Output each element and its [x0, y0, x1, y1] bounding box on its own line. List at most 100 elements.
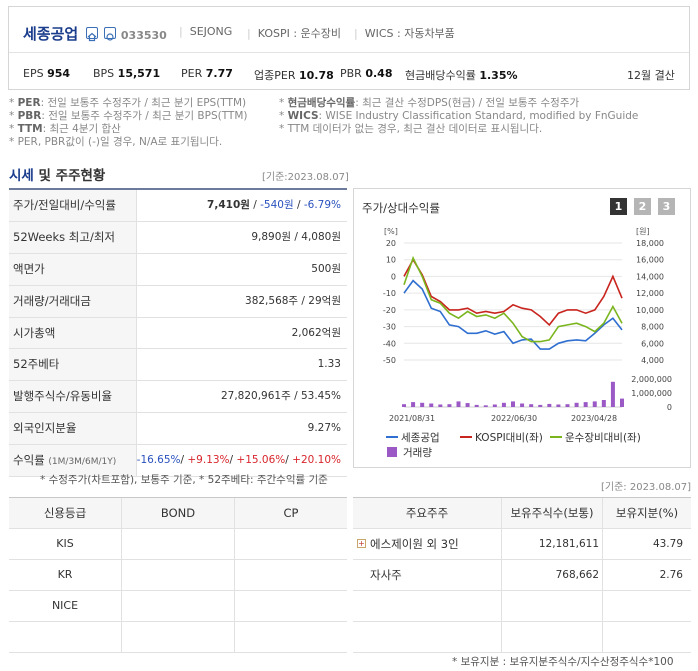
y-right-tick: 14,000 — [636, 272, 664, 281]
y-left-tick: -30 — [383, 323, 396, 332]
price-value: 7,410원 — [207, 199, 250, 211]
wics-sector: | WICS : 자동차부품 — [354, 27, 455, 40]
market-footnote: * 수정주가(차트포함), 보통주 기준, * 52주베타: 주간수익률 기준 — [40, 474, 328, 486]
market-label: 시가총액 — [9, 317, 137, 349]
cell-divider — [234, 529, 235, 559]
market-row-price: 주가/전일대비/수익률 7,410원 / -540원 / -6.79% — [9, 190, 347, 222]
holder-pct: 2.76 — [659, 569, 683, 581]
price-change-pct: -6.79% — [303, 199, 341, 211]
market-label: 주가/전일대비/수익률 — [9, 190, 137, 221]
cell-divider — [501, 560, 502, 590]
series-line — [403, 255, 623, 343]
kospi-sector-text: KOSPI : 운수장비 — [257, 27, 342, 40]
volume-bar — [592, 401, 597, 407]
volume-bar — [420, 402, 425, 407]
kospi-sector: | KOSPI : 운수장비 — [247, 27, 342, 40]
return-3m: +9.13% — [187, 454, 230, 467]
holders-footnote: * 보유지분 : 보유지분주식수/지수산정주식수*100 — [452, 656, 674, 668]
notes-right: * 현금배당수익률: 최근 결산 수정DPS(현금) / 전일 보통주 수정주가… — [279, 97, 638, 136]
section-title-b: 및 주주현황 — [33, 168, 106, 184]
stat-eps: EPS 954 — [23, 67, 71, 80]
market-row-returns: 수익률 (1M/3M/6M/1Y) -16.65%/ +9.13%/ +15.0… — [9, 445, 347, 478]
holders-header-name: 주요주주 — [353, 498, 502, 528]
expand-icon[interactable]: + — [357, 539, 366, 548]
volume-bar — [547, 403, 552, 407]
volume-bar — [456, 401, 461, 407]
market-row-foreign: 외국인지분율 9.27% — [9, 413, 347, 446]
note-ttm: * TTM: 최근 4분기 합산 — [9, 123, 121, 135]
credit-agency: NICE — [9, 591, 122, 621]
credit-header-rating: 신용등급 — [9, 498, 122, 528]
market-value: 7,410원 / -540원 / -6.79% — [207, 199, 341, 211]
market-row-shares: 발행주식수/유동비율 27,820,961주 / 53.45% — [9, 381, 347, 414]
stat-bps: BPS 15,571 — [93, 67, 161, 80]
volume-bar — [402, 404, 406, 407]
holders-basis-date: [기준: 2023.08.07] — [601, 482, 692, 493]
table-row — [353, 622, 691, 653]
holder-name[interactable]: 에스제이원 외 3인 — [370, 537, 459, 551]
company-name-row: 세종공업 033530 — [23, 23, 167, 44]
y-right-tick: 18,000 — [636, 239, 664, 248]
notes-left: * PER: 전일 보통주 수정주가 / 최근 분기 EPS(TTM) * PB… — [9, 97, 248, 149]
table-row — [353, 591, 691, 622]
cell-divider — [602, 560, 603, 590]
y-left-tick: 0 — [391, 272, 396, 281]
market-value: 9.27% — [307, 422, 341, 435]
y-left-unit: [%] — [384, 227, 398, 236]
market-table: 주가/전일대비/수익률 7,410원 / -540원 / -6.79% 52We… — [9, 188, 347, 478]
volume-tick: 2,000,000 — [631, 375, 672, 384]
cell-divider — [602, 529, 603, 559]
volume-bar — [511, 401, 515, 407]
y-left-tick: -50 — [383, 356, 396, 365]
market-value: 1.33 — [317, 358, 341, 371]
fiscal-month: 12월 결산 — [627, 69, 675, 82]
volume-bar — [438, 404, 443, 407]
period-button-1[interactable]: 1 — [610, 198, 627, 215]
holder-pct: 43.79 — [652, 538, 683, 550]
return-1y: +20.10% — [292, 454, 341, 467]
chart-panel: 주가/상대수익률 1 2 3 [%] [원] 20 10 0 -10 -20 -30 -40 -5… — [353, 188, 691, 468]
legend-label: 세종공업 — [401, 431, 440, 444]
home-icon[interactable] — [86, 26, 99, 41]
period-button-2[interactable]: 2 — [634, 198, 651, 215]
market-label: 액면가 — [9, 253, 137, 285]
note-ttm-missing: * TTM 데이터가 없는 경우, 최근 결산 데이터로 표시됩니다. — [279, 123, 543, 135]
section-basis-date: [기준:2023.08.07] — [262, 172, 349, 183]
note-wics: * WICS: WISE Industry Classification Sta… — [279, 110, 639, 122]
holders-header-shares: 보유주식수(보통) — [502, 498, 603, 528]
volume-bar — [565, 404, 570, 407]
volume-bar — [556, 404, 561, 407]
market-value: 9,890원 / 4,080원 — [251, 230, 341, 243]
volume-bar — [610, 381, 615, 407]
note-per: * PER: 전일 보통주 수정주가 / 최근 분기 EPS(TTM) — [9, 97, 247, 109]
period-button-3[interactable]: 3 — [658, 198, 675, 215]
credit-agency: KR — [9, 560, 122, 590]
holder-shares: 768,662 — [555, 569, 599, 581]
table-row: KIS — [9, 529, 347, 560]
market-row-market-cap: 시가총액 2,062억원 — [9, 317, 347, 350]
volume-bar — [620, 398, 624, 407]
holder-name: 자사주 — [370, 568, 402, 582]
volume-bar — [492, 404, 497, 407]
cell-divider — [501, 529, 502, 559]
ir-icon[interactable] — [103, 26, 116, 41]
chart-title: 주가/상대수익률 — [362, 201, 440, 215]
stat-per: PER 7.77 — [181, 67, 233, 80]
market-label: 52주베타 — [9, 349, 137, 381]
y-right-tick: 10,000 — [636, 306, 664, 315]
market-label: 외국인지분율 — [9, 413, 137, 445]
header-divider — [9, 52, 689, 53]
cell-divider — [501, 591, 502, 621]
credit-header-cp: CP — [235, 498, 347, 528]
y-right-unit: [원] — [636, 227, 650, 236]
volume-bar — [429, 403, 434, 407]
volume-bar — [583, 402, 588, 407]
y-right-tick: 4,000 — [641, 356, 664, 365]
y-left-tick: -40 — [383, 339, 396, 348]
credit-agency: KIS — [9, 529, 122, 559]
volume-bar — [538, 404, 543, 407]
volume-tick: 1,000,000 — [631, 389, 672, 398]
y-right-tick: 6,000 — [641, 339, 664, 348]
cell-divider — [602, 591, 603, 621]
volume-bar — [529, 404, 534, 407]
